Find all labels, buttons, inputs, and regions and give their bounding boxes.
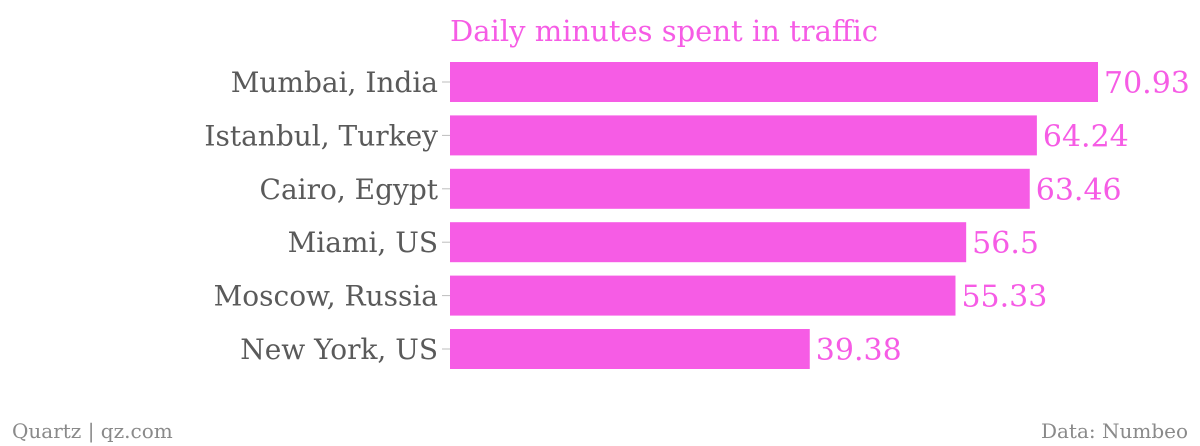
category-label: New York, US <box>240 333 438 366</box>
category-label: Miami, US <box>288 226 438 259</box>
bar <box>450 62 1098 102</box>
bar <box>450 275 956 316</box>
bar <box>450 168 1030 209</box>
bar <box>450 222 967 263</box>
footer-source-right: Data: Numbeo <box>1041 419 1188 443</box>
footer-source-left: Quartz | qz.com <box>12 419 173 444</box>
value-label: 64.24 <box>1043 119 1129 154</box>
category-label: Cairo, Egypt <box>260 173 439 206</box>
value-label: 56.5 <box>972 226 1039 261</box>
bar <box>450 329 810 369</box>
value-label: 55.33 <box>961 280 1047 315</box>
bar-group <box>450 62 1098 369</box>
value-label-group: 70.93 64.24 63.46 56.5 55.33 39.38 <box>816 66 1190 368</box>
category-label-group: Mumbai, India Istanbul, Turkey Cairo, Egyp… <box>204 66 450 366</box>
value-label: 70.93 <box>1104 66 1190 101</box>
category-label: Istanbul, Turkey <box>204 119 438 152</box>
value-label: 39.38 <box>816 333 902 368</box>
value-label: 63.46 <box>1036 173 1122 208</box>
category-label: Moscow, Russia <box>214 280 438 313</box>
bar <box>450 115 1037 156</box>
chart-title: Daily minutes spent in traffic <box>450 14 878 48</box>
category-label: Mumbai, India <box>231 66 438 99</box>
